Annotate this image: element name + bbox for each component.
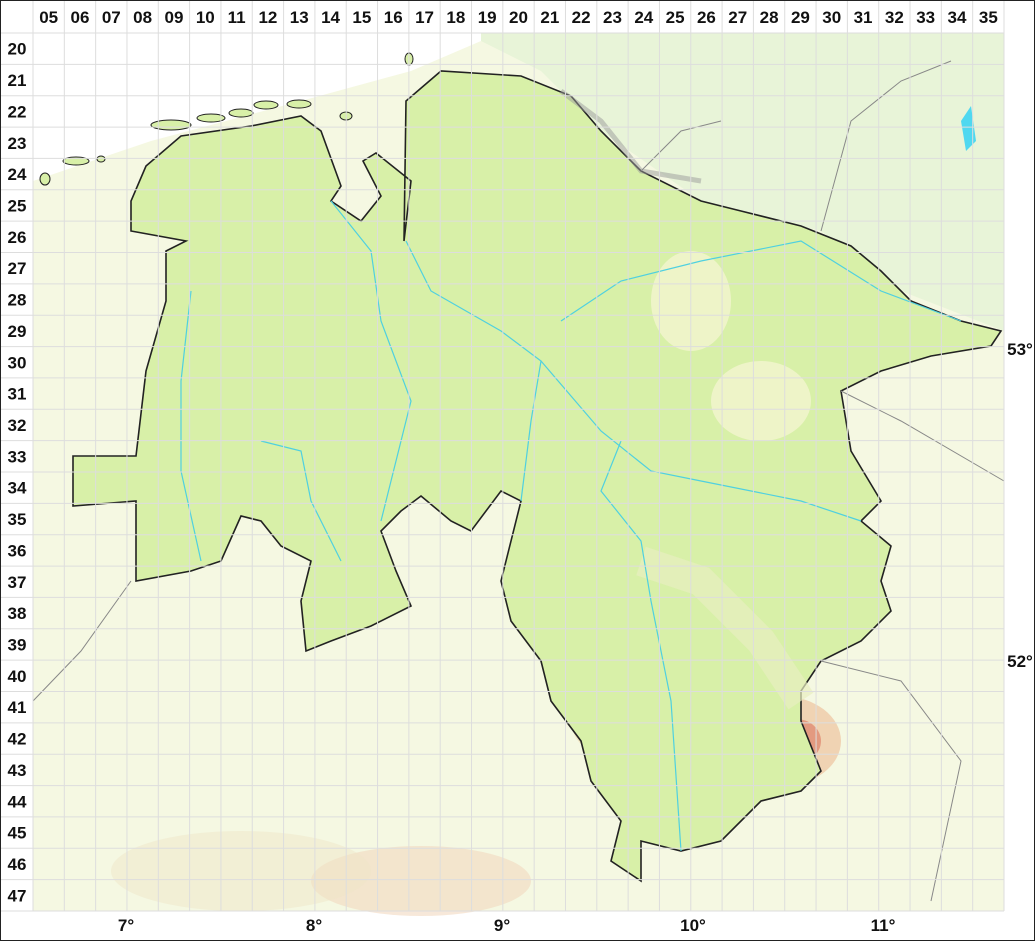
longitude-label: 11°: [871, 916, 896, 935]
column-label: 25: [666, 8, 685, 27]
row-label: 20: [8, 40, 27, 59]
rivers: [180, 200, 962, 852]
column-label: 19: [478, 8, 497, 27]
column-label: 34: [948, 8, 967, 27]
column-label: 15: [352, 8, 371, 27]
highland-area: [111, 831, 371, 911]
row-label: 33: [8, 447, 27, 466]
neighbor-region-north: [481, 33, 1004, 331]
row-label: 27: [8, 259, 27, 278]
row-label: 25: [8, 196, 27, 215]
column-label: 09: [164, 8, 183, 27]
row-label: 47: [8, 886, 27, 905]
row-label: 34: [8, 479, 27, 498]
elbe-estuary: [559, 89, 702, 184]
column-label: 07: [102, 8, 121, 27]
column-label: 33: [916, 8, 935, 27]
column-label: 32: [885, 8, 904, 27]
column-label: 17: [415, 8, 434, 27]
column-label: 24: [634, 8, 653, 27]
longitude-label: 10°: [680, 916, 706, 935]
row-label: 24: [8, 165, 27, 184]
column-label: 11: [228, 8, 246, 27]
row-label: 39: [8, 635, 27, 654]
row-label: 41: [8, 698, 27, 717]
latitude-label: 53°: [1007, 340, 1033, 359]
row-label: 26: [8, 228, 27, 247]
column-label: 31: [854, 8, 873, 27]
longitude-label: 8°: [306, 916, 322, 935]
column-label: 06: [71, 8, 90, 27]
latitude-label: 52°: [1007, 652, 1033, 671]
column-label: 18: [446, 8, 465, 27]
row-label: 22: [8, 102, 27, 121]
row-label: 45: [8, 824, 27, 843]
column-label: 13: [290, 8, 309, 27]
column-label: 05: [39, 8, 58, 27]
row-label: 38: [8, 604, 27, 623]
row-label: 42: [8, 730, 27, 749]
row-label: 35: [8, 510, 27, 529]
row-label: 46: [8, 855, 27, 874]
heath-area: [711, 361, 811, 441]
row-label: 21: [8, 71, 27, 90]
row-label: 44: [8, 792, 27, 811]
state-borders: [32, 60, 1005, 902]
hill-band: [636, 546, 814, 710]
column-label: 30: [822, 8, 841, 27]
column-label: 22: [572, 8, 591, 27]
column-label: 28: [760, 8, 779, 27]
column-label: 08: [133, 8, 152, 27]
row-label: 36: [8, 541, 27, 560]
grid-lines: [1, 1, 1005, 912]
column-label: 12: [258, 8, 277, 27]
row-label: 37: [8, 573, 27, 592]
row-label: 40: [8, 667, 27, 686]
column-label: 14: [321, 8, 340, 27]
row-label: 43: [8, 761, 27, 780]
row-label: 28: [8, 291, 27, 310]
column-label: 20: [509, 8, 528, 27]
row-label: 32: [8, 416, 27, 435]
column-label: 10: [196, 8, 215, 27]
row-label: 30: [8, 353, 27, 372]
longitude-label: 7°: [118, 916, 134, 935]
column-label: 21: [540, 8, 559, 27]
column-label: 27: [728, 8, 747, 27]
column-label: 29: [791, 8, 810, 27]
grid-labels: 05 06 07 08 09 10 11 12 13 14 15 16 17 18 19 20 21 22 23 24…: [8, 8, 1034, 935]
longitude-label: 9°: [494, 916, 510, 935]
column-label: 16: [384, 8, 403, 27]
row-label: 31: [8, 385, 27, 404]
column-label: 26: [697, 8, 716, 27]
column-label: 23: [603, 8, 622, 27]
row-label: 29: [8, 322, 27, 341]
row-label: 23: [8, 134, 27, 153]
column-label: 35: [979, 8, 998, 27]
